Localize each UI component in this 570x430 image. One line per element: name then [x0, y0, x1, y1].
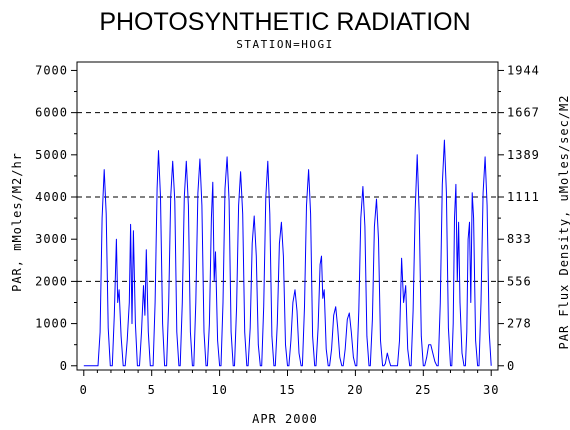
series-layer [83, 139, 492, 367]
x-tick-label-30: 30 [483, 383, 499, 397]
y-tick-label-3000: 3000 [35, 232, 68, 246]
left-axis-ticks: 0 1000 2000 3000 4000 5000 6000 7000 [35, 63, 501, 373]
y2-tick-label-1667: 1667 [507, 106, 540, 120]
bottom-axis-ticks: 0 5 10 15 20 25 30 [80, 370, 499, 397]
x-tick-label-25: 25 [415, 383, 431, 397]
y-tick-label-0: 0 [60, 359, 68, 373]
right-axis-label: PAR Flux Density, uMoles/sec/M2 [557, 95, 570, 350]
plot-frame [76, 61, 499, 371]
y-tick-label-4000: 4000 [35, 190, 68, 204]
y2-tick-label-278: 278 [507, 317, 532, 331]
x-tick-label-0: 0 [80, 383, 88, 397]
x-tick-label-20: 20 [347, 383, 363, 397]
left-axis-label: PAR, mMoles/M2/hr [10, 152, 24, 292]
gridlines [77, 112, 498, 282]
y-tick-label-7000: 7000 [35, 63, 68, 77]
par-series-line [83, 139, 492, 367]
y2-tick-label-0: 0 [507, 359, 515, 373]
y-tick-label-6000: 6000 [35, 106, 68, 120]
y-tick-label-1000: 1000 [35, 317, 68, 331]
y-tick-label-5000: 5000 [35, 148, 68, 162]
y-tick-label-2000: 2000 [35, 274, 68, 288]
x-tick-label-15: 15 [279, 383, 295, 397]
y2-tick-label-1389: 1389 [507, 148, 540, 162]
y2-tick-label-833: 833 [507, 232, 532, 246]
chart-title: PHOTOSYNTHETIC RADIATION [99, 8, 470, 36]
x-tick-label-5: 5 [148, 383, 156, 397]
y2-tick-label-1111: 1111 [507, 190, 540, 204]
x-axis-label: APR 2000 [252, 412, 318, 426]
chart-subtitle: STATION=HOGI [236, 38, 333, 51]
y2-tick-label-1944: 1944 [507, 63, 540, 77]
y2-tick-label-556: 556 [507, 274, 532, 288]
x-tick-label-10: 10 [211, 383, 227, 397]
right-axis-ticks: 0 278 556 833 1111 1389 1667 1944 [498, 63, 540, 373]
